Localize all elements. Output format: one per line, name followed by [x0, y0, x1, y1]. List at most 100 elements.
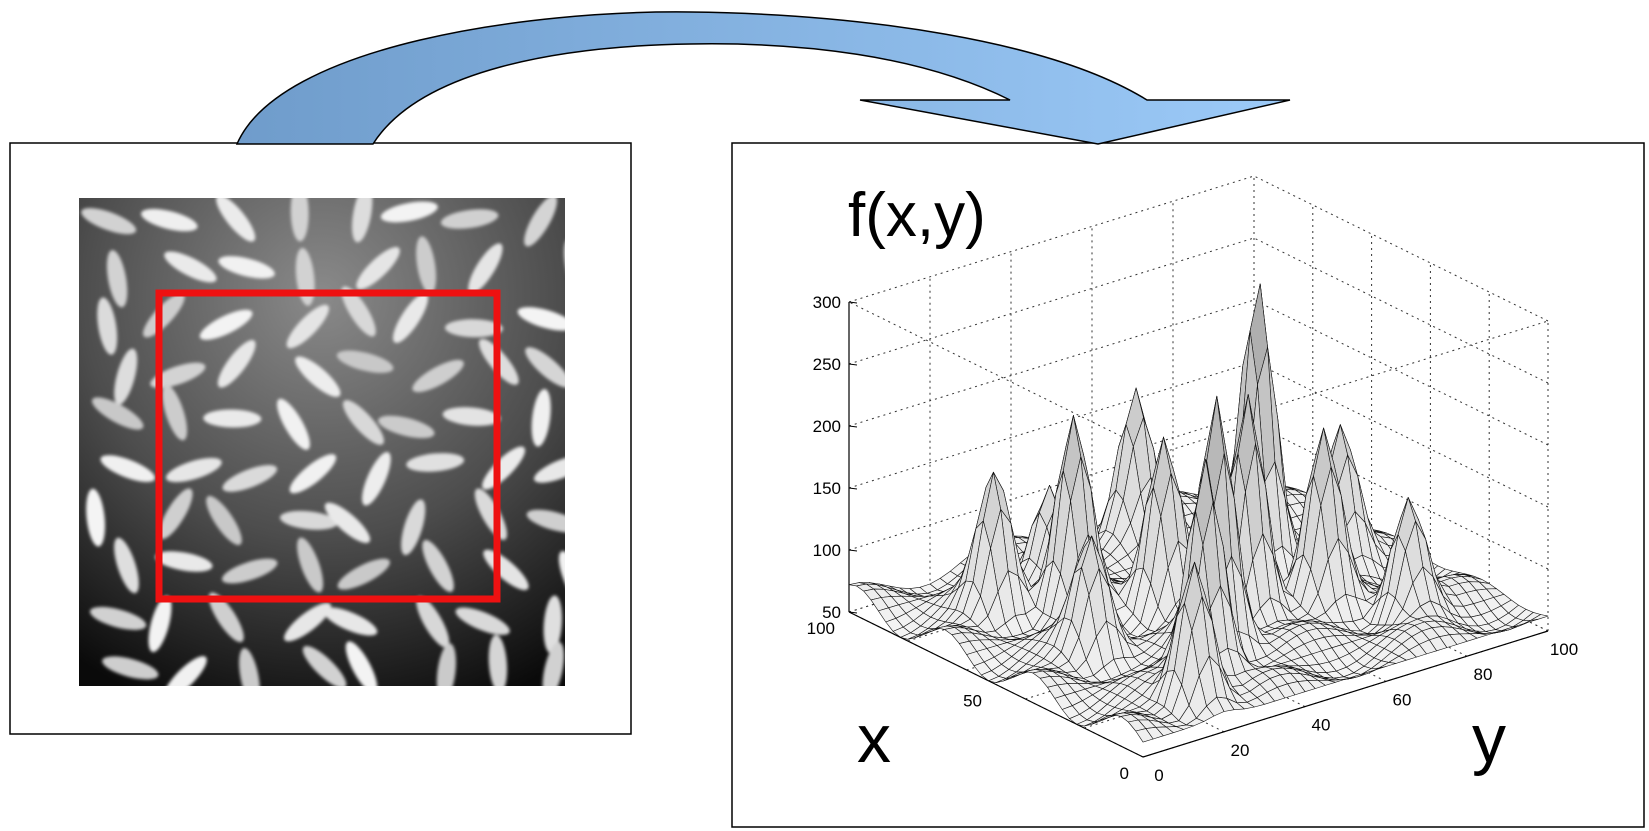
rice-grain — [91, 397, 144, 430]
rice-grain — [341, 286, 376, 337]
rice-grain — [543, 595, 563, 654]
rice-grain — [158, 488, 193, 540]
rice-grain — [378, 415, 435, 439]
rice-grain — [342, 400, 385, 445]
rice-grain — [401, 499, 426, 556]
rice-grain — [412, 359, 464, 393]
rice-grain — [221, 558, 278, 584]
rice-grain — [218, 256, 275, 279]
rice-grain — [422, 540, 454, 592]
y-tick-label: 20 — [1231, 741, 1250, 760]
rice-grain — [380, 201, 438, 223]
rice-grain — [206, 495, 242, 546]
rice-grain — [323, 607, 378, 636]
y-tick-label: 40 — [1312, 716, 1331, 735]
rice-grain — [284, 602, 332, 642]
rice-grain — [362, 452, 391, 506]
rice-grain — [81, 208, 137, 235]
curved-arrow — [235, 11, 1291, 145]
rice-grain — [277, 398, 310, 450]
y-tick-label: 60 — [1393, 690, 1412, 709]
rice-grain — [525, 347, 565, 388]
rice-grain — [488, 634, 508, 686]
rice-grain — [416, 236, 437, 294]
rice-grain — [482, 446, 526, 490]
rice-grain — [148, 595, 172, 653]
rice-grain — [337, 558, 390, 590]
rice-grain — [166, 457, 222, 483]
rice-grain — [392, 293, 429, 343]
axis-lines — [848, 302, 1549, 758]
rice-grain — [534, 455, 565, 483]
x-tick-label: 50 — [963, 692, 982, 711]
rice-grain — [217, 340, 256, 388]
rice-grain — [289, 454, 337, 494]
rice-grain — [352, 198, 373, 243]
rice-grain — [356, 247, 400, 290]
rice-grain — [531, 388, 551, 447]
rice-grain — [89, 606, 147, 630]
rice-grain — [150, 362, 206, 389]
rice-grain — [164, 251, 217, 283]
rice-grain — [436, 643, 457, 686]
rice-grain — [455, 607, 510, 635]
rice-grain — [141, 208, 198, 232]
rice-grain — [216, 198, 256, 242]
x-tick-label: 0 — [1120, 764, 1129, 783]
rice-grain — [524, 198, 558, 247]
rice-grain — [295, 356, 341, 397]
rice-grain — [114, 348, 138, 405]
rice-grain — [114, 537, 139, 594]
rice-grain — [445, 319, 503, 338]
x-axis-label: x — [857, 701, 891, 777]
rice-grain — [86, 488, 106, 547]
rice-grain — [102, 656, 159, 680]
rice-grain — [203, 409, 262, 428]
rice-grain — [542, 641, 564, 686]
rice-grain — [297, 537, 324, 593]
rice-grain — [163, 656, 207, 686]
x-tick-label: 100 — [807, 619, 835, 638]
z-tick-label: 300 — [813, 293, 841, 312]
rice-grain — [106, 250, 128, 308]
rice-grain — [222, 465, 278, 492]
rice-grain — [526, 509, 565, 533]
rice-image — [79, 198, 565, 686]
rice-grain — [290, 198, 309, 242]
mesh-surface — [848, 283, 1549, 743]
rice-grain — [279, 510, 338, 530]
rice-grain — [406, 453, 465, 472]
y-tick-label: 100 — [1550, 640, 1578, 659]
rice-grain — [100, 455, 156, 482]
z-tick-label: 200 — [813, 417, 841, 436]
y-tick-label: 0 — [1154, 766, 1163, 785]
rice-grain — [468, 243, 503, 294]
rice-grains — [81, 198, 565, 686]
rice-grain — [97, 297, 118, 355]
y-axis-label: y — [1472, 701, 1506, 777]
rice-grain — [336, 350, 394, 373]
function-label: f(x,y) — [848, 181, 986, 250]
z-tick-label: 150 — [813, 479, 841, 498]
z-tick-label: 100 — [813, 541, 841, 560]
rice-grain — [440, 209, 499, 229]
rice-grain — [324, 502, 371, 544]
y-tick-label: 80 — [1474, 665, 1493, 684]
rice-grain — [302, 646, 347, 686]
rice-grain — [517, 307, 565, 331]
rice-grain — [442, 407, 501, 426]
rice-grain — [416, 596, 450, 648]
rice-grain — [143, 293, 185, 338]
roi-rectangle — [155, 289, 501, 603]
rice-grain — [345, 641, 378, 686]
rice-grain — [239, 648, 260, 686]
rice-grain — [286, 304, 329, 349]
z-tick-label: 250 — [813, 355, 841, 374]
rice-grain — [199, 309, 253, 340]
rice-grain — [162, 384, 188, 441]
rice-grain — [155, 551, 213, 572]
z-tick-label: 50 — [822, 603, 841, 622]
